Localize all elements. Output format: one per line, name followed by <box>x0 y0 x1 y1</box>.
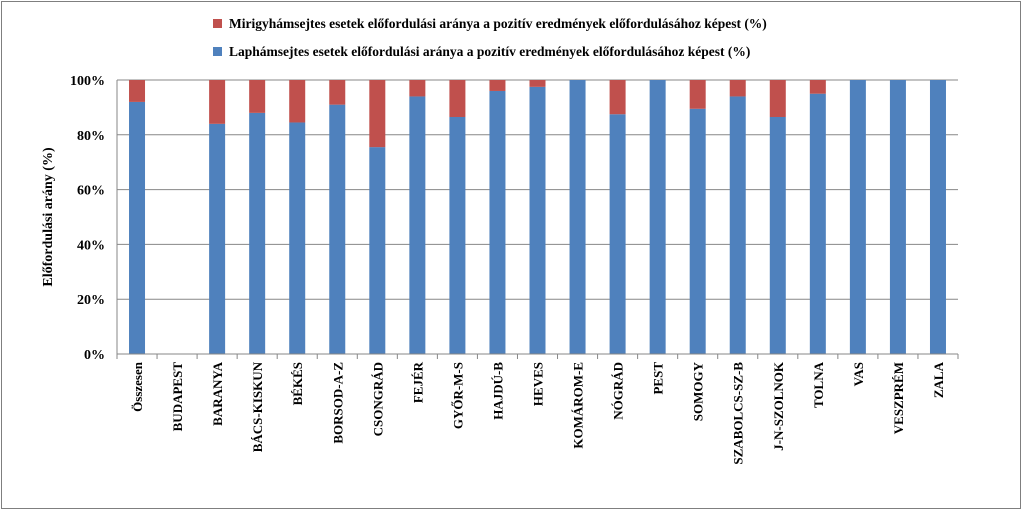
x-tick-label: TOLNA <box>811 361 826 408</box>
legend-label: Mirigyhámsejtes esetek előfordulási arán… <box>229 16 767 31</box>
bar-segment <box>689 80 706 109</box>
bar-segment <box>529 86 546 354</box>
x-tick-label: CSONGRÁD <box>370 362 385 436</box>
y-tick-label: 40% <box>77 238 105 253</box>
x-tick-label: HEVES <box>531 362 546 406</box>
bar-segment <box>329 104 346 354</box>
bar-segment <box>849 80 866 354</box>
x-tick-label: PEST <box>651 362 666 395</box>
bar-segment <box>609 114 626 354</box>
x-tick-label: BÉKÉS <box>290 362 305 405</box>
bar-segment <box>809 80 826 94</box>
bar-segment <box>209 123 226 354</box>
bars <box>129 80 946 355</box>
x-tick-label: ZALA <box>931 361 946 398</box>
x-tick-label: BARANYA <box>210 361 225 425</box>
x-tick-label: SOMOGY <box>691 361 706 421</box>
x-tick-label: VAS <box>851 362 866 386</box>
bar-segment <box>409 80 426 97</box>
x-tick-label: BORSOD-A-Z <box>330 362 345 444</box>
y-tick-label: 100% <box>70 74 105 89</box>
bar-segment <box>329 80 346 105</box>
bar-segment <box>289 122 306 354</box>
bar-segment <box>249 80 266 113</box>
bar-segment <box>209 80 226 124</box>
x-tick-label: FEJÉR <box>410 361 425 403</box>
y-axis-label: Előfordulási arány (%) <box>41 147 56 287</box>
bar-segment <box>689 108 706 355</box>
x-tick-label: Összesen <box>130 361 145 412</box>
bar-segment <box>809 93 826 354</box>
x-tick-labels: Összesen BUDAPEST BARANYA BÁCS-KISKUN BÉKÉS B… <box>130 361 946 464</box>
x-tick-label: VESZPRÉM <box>891 362 906 434</box>
legend-swatch <box>213 19 222 28</box>
x-tick-label: HAJDÚ-B <box>490 362 505 420</box>
x-tick-label: J-N-SZOLNOK <box>771 361 786 451</box>
bar-segment <box>729 80 746 97</box>
bar-segment <box>289 80 306 123</box>
bar-segment <box>729 96 746 354</box>
y-tick-labels: 0% 20% 40% 60% 80% 100% <box>70 74 105 363</box>
x-tick-label: NÓGRÁD <box>611 362 626 420</box>
bar-segment <box>489 80 506 91</box>
bar-segment <box>769 80 786 117</box>
bar-segment <box>889 80 906 354</box>
axes <box>116 80 959 359</box>
legend-label: Laphámsejtes esetek előfordulási aránya … <box>229 44 750 59</box>
bar-segment <box>449 116 466 355</box>
legend: Mirigyhámsejtes esetek előfordulási arán… <box>213 16 767 59</box>
y-tick-label: 0% <box>84 348 105 363</box>
bar-segment <box>249 112 266 354</box>
bar-segment <box>409 96 426 354</box>
bar-segment <box>529 80 546 87</box>
y-tick-label: 80% <box>77 129 105 144</box>
legend-swatch <box>213 47 222 56</box>
bar-segment <box>769 116 786 355</box>
y-tick-label: 60% <box>77 184 105 199</box>
x-tick-label: BÁCS-KISKUN <box>250 361 265 452</box>
bar-segment <box>129 80 146 102</box>
bar-segment <box>489 90 506 355</box>
bar-segment <box>649 80 666 354</box>
bar-segment <box>369 147 386 354</box>
x-tick-label: GYŐR-M-S <box>450 362 465 429</box>
x-tick-label: KOMÁROM-E <box>571 362 586 449</box>
bar-segment <box>129 101 146 354</box>
bar-segment <box>609 80 626 115</box>
x-tick-label: SZABOLCS-SZ-B <box>731 362 746 465</box>
bar-segment <box>569 80 586 354</box>
bar-segment <box>369 80 386 148</box>
bar-segment <box>929 80 946 354</box>
x-tick-label: BUDAPEST <box>170 362 185 432</box>
y-tick-label: 20% <box>77 293 105 308</box>
bar-segment <box>449 80 466 117</box>
